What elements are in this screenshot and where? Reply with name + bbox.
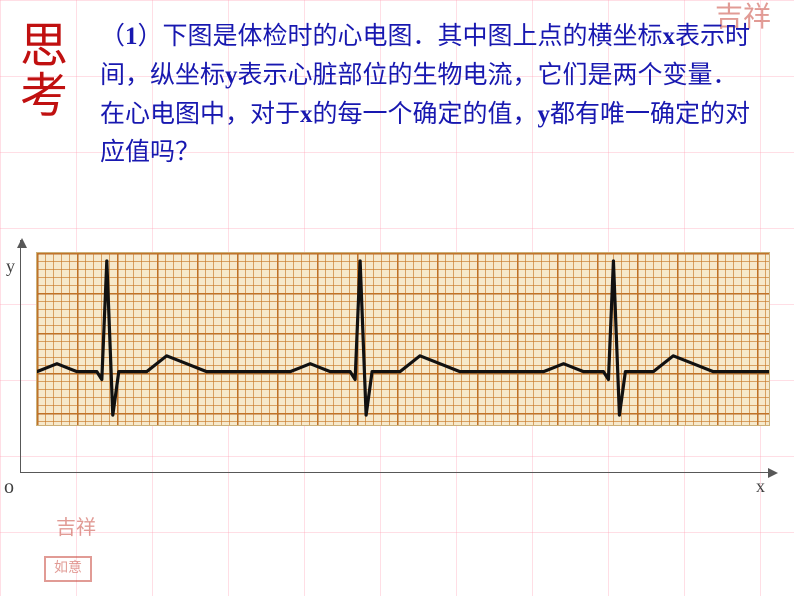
decorative-seal-mid: 吉祥 — [46, 518, 106, 538]
decorative-seal-bottom: 如意 — [44, 556, 92, 582]
title-char-1: 思 — [20, 22, 80, 72]
question-text: （1）下图是体检时的心电图．其中图上点的横坐标x表示时间，纵坐标y​表示心脏部位… — [100, 18, 754, 173]
ecg-chart — [36, 252, 770, 426]
y-axis-label: y — [6, 256, 15, 277]
origin-label: o — [4, 476, 14, 499]
title-char-2: 考 — [20, 72, 80, 122]
x-axis-label: x — [756, 476, 765, 497]
x-axis — [20, 472, 776, 473]
y-axis — [20, 240, 21, 472]
ecg-waveform — [37, 253, 769, 425]
section-title: 思 考 — [20, 22, 80, 123]
